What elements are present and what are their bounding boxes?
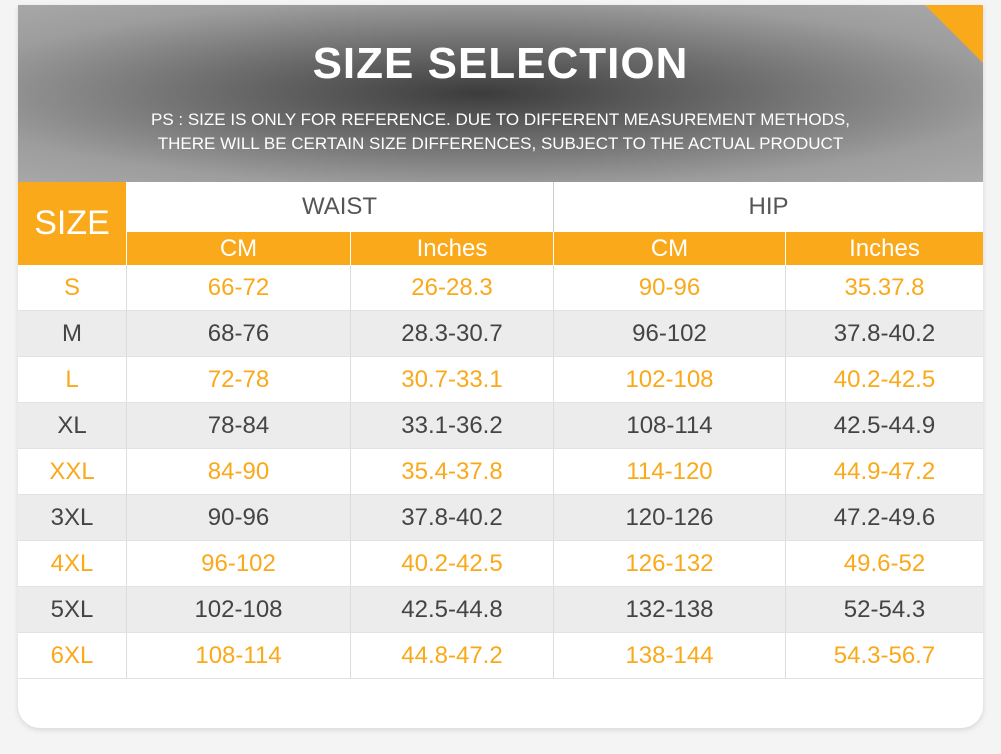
measure-cell: 96-102 [126,541,350,587]
group-header: WAIST [126,182,553,232]
measure-cell: 42.5-44.8 [350,587,553,633]
measure-cell: 102-108 [126,587,350,633]
measure-cell: 78-84 [126,403,350,449]
measure-cell: 42.5-44.9 [785,403,983,449]
measure-cell: 108-114 [553,403,785,449]
title: SIZE SELECTION [312,39,689,88]
measure-cell: 47.2-49.6 [785,495,983,541]
measure-cell: 132-138 [553,587,785,633]
measure-cell: 35.37.8 [785,265,983,311]
measure-cell: 114-120 [553,449,785,495]
measure-cell: 68-76 [126,311,350,357]
note-line: PS : SIZE IS ONLY FOR REFERENCE. DUE TO … [151,110,850,129]
measure-cell: 90-96 [553,265,785,311]
unit-header: Inches [350,232,553,265]
measure-cell: 37.8-40.2 [785,311,983,357]
measure-cell: 28.3-30.7 [350,311,553,357]
size-cell: M [18,311,126,357]
measure-cell: 44.9-47.2 [785,449,983,495]
corner-accent [925,5,983,63]
measure-cell: 52-54.3 [785,587,983,633]
measure-cell: 40.2-42.5 [785,357,983,403]
measure-cell: 66-72 [126,265,350,311]
size-cell: XL [18,403,126,449]
size-cell: XXL [18,449,126,495]
measure-cell: 35.4-37.8 [350,449,553,495]
size-cell: 6XL [18,633,126,679]
measure-cell: 108-114 [126,633,350,679]
size-cell: 4XL [18,541,126,587]
measure-cell: 49.6-52 [785,541,983,587]
measure-cell: 138-144 [553,633,785,679]
measure-cell: 102-108 [553,357,785,403]
measure-cell: 126-132 [553,541,785,587]
measure-cell: 54.3-56.7 [785,633,983,679]
size-cell: L [18,357,126,403]
measure-cell: 72-78 [126,357,350,403]
size-card: SIZE SELECTION PS : SIZE IS ONLY FOR REF… [18,5,983,728]
measure-cell: 84-90 [126,449,350,495]
size-cell: 5XL [18,587,126,633]
note-line: THERE WILL BE CERTAIN SIZE DIFFERENCES, … [157,134,844,153]
unit-header: Inches [785,232,983,265]
measure-cell: 33.1-36.2 [350,403,553,449]
header-banner: SIZE SELECTION PS : SIZE IS ONLY FOR REF… [18,5,983,182]
measure-cell: 30.7-33.1 [350,357,553,403]
measure-cell: 37.8-40.2 [350,495,553,541]
group-header: HIP [553,182,983,232]
unit-header: CM [553,232,785,265]
unit-header: CM [126,232,350,265]
measure-cell: 96-102 [553,311,785,357]
measure-cell: 90-96 [126,495,350,541]
measure-cell: 44.8-47.2 [350,633,553,679]
size-header: SIZE [18,182,126,265]
measure-cell: 26-28.3 [350,265,553,311]
size-cell: 3XL [18,495,126,541]
measure-cell: 40.2-42.5 [350,541,553,587]
measure-cell: 120-126 [553,495,785,541]
size-cell: S [18,265,126,311]
